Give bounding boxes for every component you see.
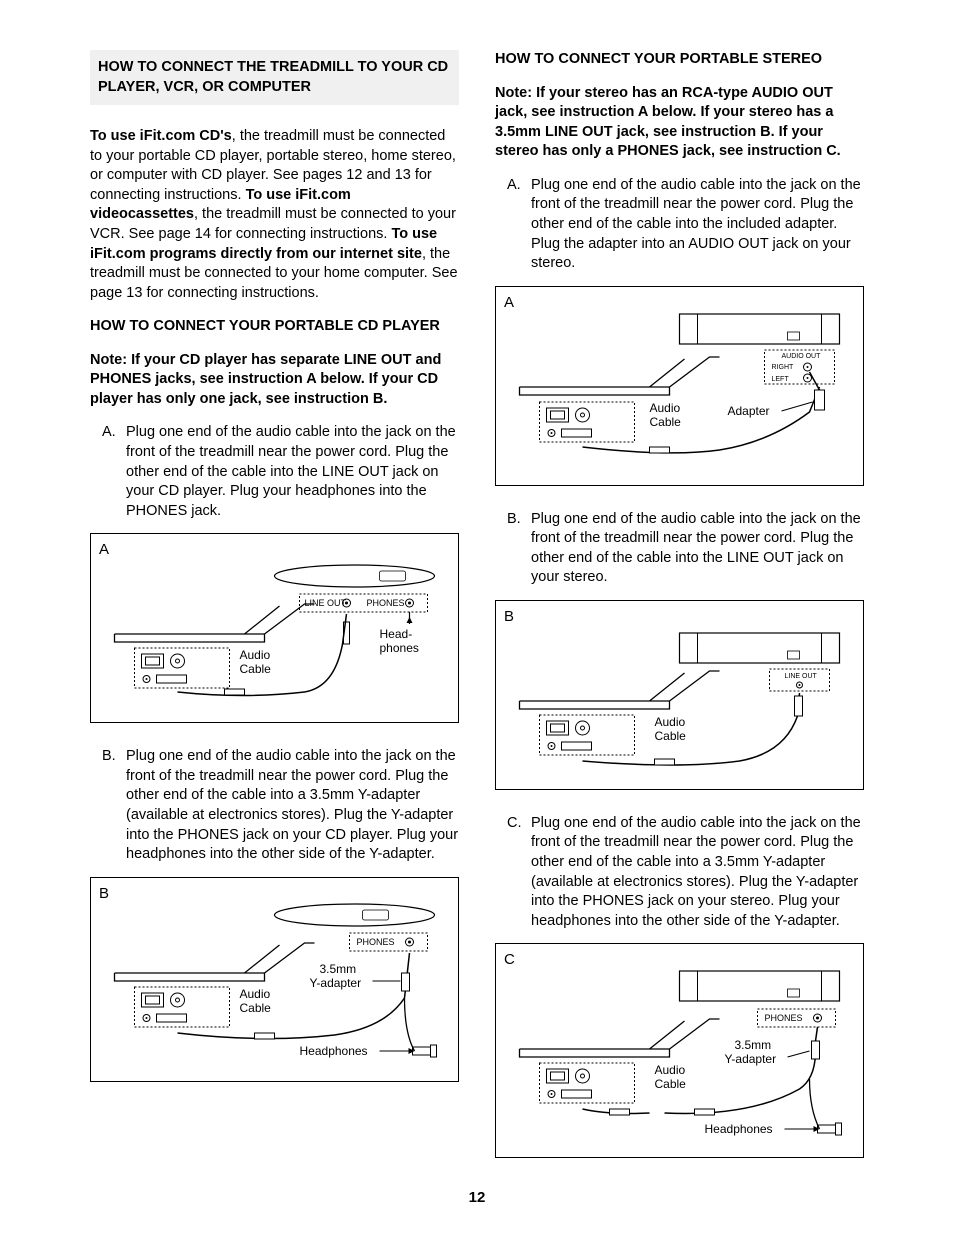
step-c-marker: C. [507,814,525,931]
diagram-label: A [99,540,109,560]
step-b-marker: B. [507,510,525,588]
note-stereo: Note: If your stereo has an RCA-type AUD… [495,84,864,162]
two-column-layout: HOW TO CONNECT THE TREADMILL TO YOUR CD … [90,50,864,1164]
yadapter-label: 3.5mm [735,1038,772,1052]
step-a-text: Plug one end of the audio cable into the… [531,176,864,274]
stereo-sketch: PHONES [506,969,853,1139]
svg-text:Y-adapter: Y-adapter [725,1052,777,1066]
step-a-marker: A. [102,423,120,521]
note-cd-player: Note: If your CD player has separate LIN… [90,351,459,410]
phones-label: PHONES [765,1013,803,1023]
lineout-label: LINE OUT [305,598,347,608]
step-a-cd: A. Plug one end of the audio cable into … [90,423,459,521]
step-c-stereo: C. Plug one end of the audio cable into … [495,814,864,931]
page-number: 12 [90,1188,864,1208]
diagram-cd-b: B PHONES [90,877,459,1082]
section-title-connect-treadmill: HOW TO CONNECT THE TREADMILL TO YOUR CD … [90,50,459,105]
svg-text:Audio: Audio [240,987,271,1001]
treadmill-sketch: PHONES [101,903,448,1063]
svg-text:phones: phones [380,641,419,655]
step-a-stereo: A. Plug one end of the audio cable into … [495,176,864,274]
right-column: HOW TO CONNECT YOUR PORTABLE STEREO Note… [495,50,864,1164]
svg-text:Y-adapter: Y-adapter [310,976,362,990]
heading-cd-player: HOW TO CONNECT YOUR PORTABLE CD PLAYER [90,317,459,337]
right-label: RIGHT [772,364,795,371]
step-b-text: Plug one end of the audio cable into the… [126,747,459,864]
svg-text:Cable: Cable [655,729,687,743]
diagram-stereo-c: C PHONES [495,943,864,1158]
diagram-label: B [504,607,514,627]
diagram-label: A [504,293,514,313]
svg-text:Cable: Cable [240,662,272,676]
lineout-label: LINE OUT [785,673,818,680]
yadapter-label: 3.5mm [320,962,357,976]
stereo-sketch: LINE OUT Audio Cable [506,631,853,771]
headphones-label: Head- [380,627,413,641]
step-a-marker: A. [507,176,525,274]
audio-cable-label: Audio [240,648,271,662]
diagram-label: B [99,884,109,904]
left-column: HOW TO CONNECT THE TREADMILL TO YOUR CD … [90,50,459,1164]
svg-text:Audio: Audio [655,715,686,729]
intro-bold-1: To use iFit.com CD's [90,128,232,144]
svg-text:Cable: Cable [655,1077,687,1091]
adapter-label: Adapter [728,404,770,418]
step-b-text: Plug one end of the audio cable into the… [531,510,864,588]
svg-text:Audio: Audio [655,1063,686,1077]
step-c-text: Plug one end of the audio cable into the… [531,814,864,931]
step-b-stereo: B. Plug one end of the audio cable into … [495,510,864,588]
treadmill-sketch: LINE OUT PHONES [101,564,448,704]
headphones-label: Headphones [705,1122,773,1136]
diagram-stereo-a: A AUDIO OUT RIGHT LEFT [495,286,864,486]
phones-label: PHONES [357,937,395,947]
left-label: LEFT [772,376,790,383]
audio-out-label: AUDIO OUT [782,353,822,360]
step-b-cd: B. Plug one end of the audio cable into … [90,747,459,864]
svg-text:Cable: Cable [240,1001,272,1015]
svg-text:Cable: Cable [650,415,682,429]
diagram-cd-a: A LINE OUT PHONES [90,533,459,723]
stereo-sketch: AUDIO OUT RIGHT LEFT [506,312,853,467]
intro-paragraph: To use iFit.com CD's, the treadmill must… [90,127,459,303]
heading-portable-stereo: HOW TO CONNECT YOUR PORTABLE STEREO [495,50,864,70]
diagram-stereo-b: B LINE OUT [495,600,864,790]
headphones-label: Headphones [300,1044,368,1058]
svg-text:Audio: Audio [650,401,681,415]
phones-label: PHONES [367,598,405,608]
step-a-text: Plug one end of the audio cable into the… [126,423,459,521]
diagram-label: C [504,950,515,970]
step-b-marker: B. [102,747,120,864]
